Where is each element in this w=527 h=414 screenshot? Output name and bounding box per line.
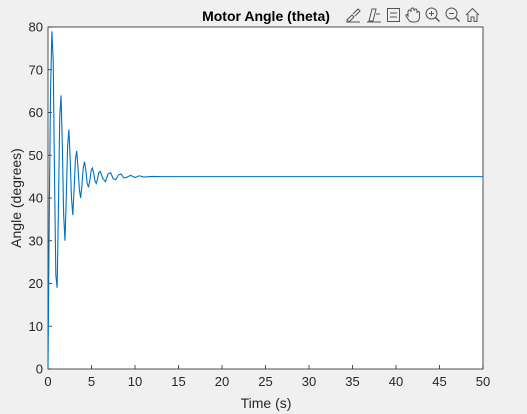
x-tick-label: 40	[389, 374, 403, 389]
y-tick-label: 10	[29, 319, 43, 334]
plot-area	[48, 27, 483, 369]
x-tick-label: 25	[258, 374, 272, 389]
home-icon[interactable]	[464, 6, 481, 23]
y-axis-label: Angle (degrees)	[8, 148, 24, 248]
datatip-icon[interactable]	[365, 6, 382, 23]
x-tick-label: 5	[88, 374, 95, 389]
y-tick-label: 70	[29, 62, 43, 77]
x-tick-label: 10	[128, 374, 142, 389]
y-tick-label: 30	[29, 233, 43, 248]
x-tick-label: 45	[432, 374, 446, 389]
y-tick-label: 80	[29, 20, 43, 35]
y-tick-label: 40	[29, 191, 43, 206]
y-tick-label: 60	[29, 105, 43, 120]
chart-title: Motor Angle (theta)	[202, 8, 330, 24]
x-tick-label: 15	[171, 374, 185, 389]
zoom-out-icon[interactable]	[444, 6, 461, 23]
y-tick-label: 20	[29, 276, 43, 291]
x-tick-label: 50	[476, 374, 490, 389]
zoom-in-icon[interactable]	[424, 6, 441, 23]
x-tick-label: 35	[345, 374, 359, 389]
x-tick-label: 0	[44, 374, 51, 389]
legend-icon[interactable]	[385, 6, 402, 23]
x-tick-label: 30	[302, 374, 316, 389]
x-axis-label: Time (s)	[241, 395, 292, 411]
pan-icon[interactable]	[404, 6, 421, 23]
y-tick-label: 50	[29, 148, 43, 163]
y-tick-label: 0	[36, 362, 43, 377]
brush-icon[interactable]	[344, 6, 361, 23]
x-tick-label: 20	[215, 374, 229, 389]
axes-toolbar	[344, 6, 481, 23]
